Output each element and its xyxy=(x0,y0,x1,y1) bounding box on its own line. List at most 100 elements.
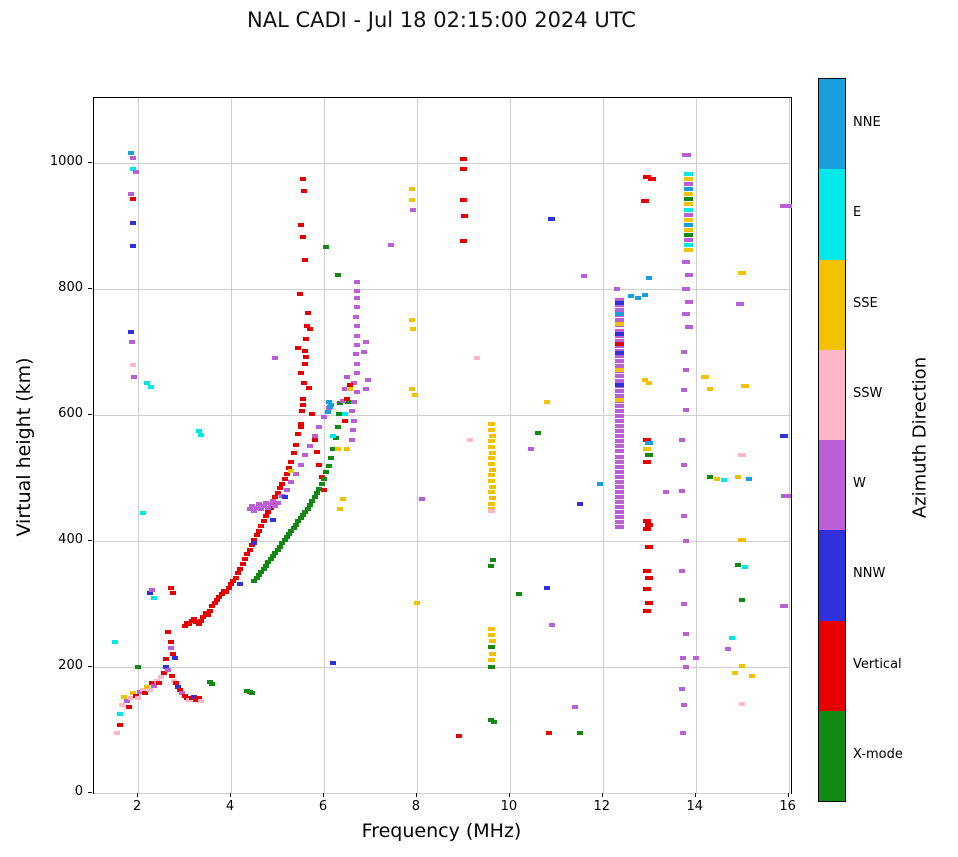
data-point xyxy=(487,439,495,444)
data-point xyxy=(682,286,691,291)
data-point xyxy=(130,362,137,367)
data-point xyxy=(197,433,204,438)
colorbar-band-x-mode xyxy=(819,710,845,801)
data-point xyxy=(129,220,136,225)
data-point xyxy=(235,571,242,576)
data-point xyxy=(118,702,125,707)
data-point xyxy=(207,608,214,613)
data-point xyxy=(288,469,295,474)
y-tick-mark xyxy=(88,287,92,289)
data-point xyxy=(678,438,685,443)
data-point xyxy=(353,371,360,376)
data-point xyxy=(304,506,311,511)
gridline-y xyxy=(94,288,791,290)
data-point xyxy=(488,717,495,722)
data-point xyxy=(614,479,624,484)
data-point xyxy=(195,428,202,433)
data-point xyxy=(302,349,309,354)
data-point xyxy=(309,499,316,504)
data-point xyxy=(190,617,197,622)
data-point xyxy=(248,691,255,696)
data-point xyxy=(352,352,359,357)
colorbar-band-sse xyxy=(819,259,845,350)
data-point xyxy=(642,459,651,464)
data-point xyxy=(684,182,694,187)
data-point xyxy=(488,450,496,455)
y-tick-label: 800 xyxy=(58,279,83,295)
data-point xyxy=(128,151,135,156)
data-point xyxy=(487,501,495,506)
data-point xyxy=(255,528,262,533)
data-point xyxy=(195,621,202,626)
data-point xyxy=(274,547,281,552)
data-point xyxy=(267,502,274,507)
data-point xyxy=(614,348,624,353)
data-point xyxy=(335,412,342,417)
data-point xyxy=(288,528,295,533)
data-point xyxy=(409,317,416,322)
data-point xyxy=(684,237,694,242)
data-point xyxy=(684,247,694,252)
data-point xyxy=(576,730,583,735)
data-point xyxy=(301,380,308,385)
data-point xyxy=(684,227,694,232)
data-point xyxy=(330,434,337,439)
data-point xyxy=(645,522,654,527)
data-point xyxy=(337,506,344,511)
data-point xyxy=(281,494,288,499)
data-point xyxy=(297,424,304,429)
y-tick-label: 1000 xyxy=(49,153,83,169)
data-point xyxy=(684,212,694,217)
data-point xyxy=(683,407,690,412)
gridline-x xyxy=(602,98,604,793)
data-point xyxy=(614,449,624,454)
data-point xyxy=(272,356,279,361)
colorbar-label-vertical: Vertical xyxy=(853,656,902,672)
data-point xyxy=(300,402,307,407)
data-point xyxy=(681,463,688,468)
data-point xyxy=(411,393,418,398)
data-point xyxy=(197,699,204,703)
x-tick-mark xyxy=(694,793,696,797)
data-point xyxy=(459,157,467,162)
data-point xyxy=(148,384,155,389)
data-point xyxy=(295,519,302,524)
data-point xyxy=(614,515,624,520)
y-tick-label: 400 xyxy=(58,531,83,547)
data-point xyxy=(300,235,307,240)
data-point xyxy=(293,522,300,527)
data-point xyxy=(200,615,207,620)
colorbar-band-w xyxy=(819,440,845,531)
data-point xyxy=(286,532,293,537)
data-point xyxy=(153,678,160,683)
x-tick-label: 16 xyxy=(779,799,796,814)
data-point xyxy=(272,495,279,500)
data-point xyxy=(346,387,353,392)
data-point xyxy=(255,502,262,507)
data-point xyxy=(334,273,341,278)
data-point xyxy=(297,462,304,467)
data-point xyxy=(179,691,186,696)
data-point xyxy=(341,411,348,416)
data-point xyxy=(614,353,624,358)
x-tick-mark xyxy=(415,793,417,797)
colorbar-band-e xyxy=(819,169,845,260)
data-point xyxy=(311,437,318,442)
data-point xyxy=(720,478,727,483)
data-point xyxy=(237,581,244,586)
data-point xyxy=(309,412,316,417)
data-point xyxy=(345,400,352,405)
data-point xyxy=(128,329,135,334)
gridline-y xyxy=(94,793,791,794)
data-point xyxy=(300,176,307,181)
data-point xyxy=(614,378,624,383)
data-point xyxy=(683,367,690,372)
data-point xyxy=(487,422,495,427)
data-point xyxy=(326,405,333,410)
y-axis-label: Virtual height (km) xyxy=(13,357,35,537)
x-tick-label: 10 xyxy=(500,799,518,814)
data-point xyxy=(780,604,789,609)
data-point xyxy=(146,590,153,595)
data-point xyxy=(344,396,351,401)
data-point xyxy=(701,374,710,379)
